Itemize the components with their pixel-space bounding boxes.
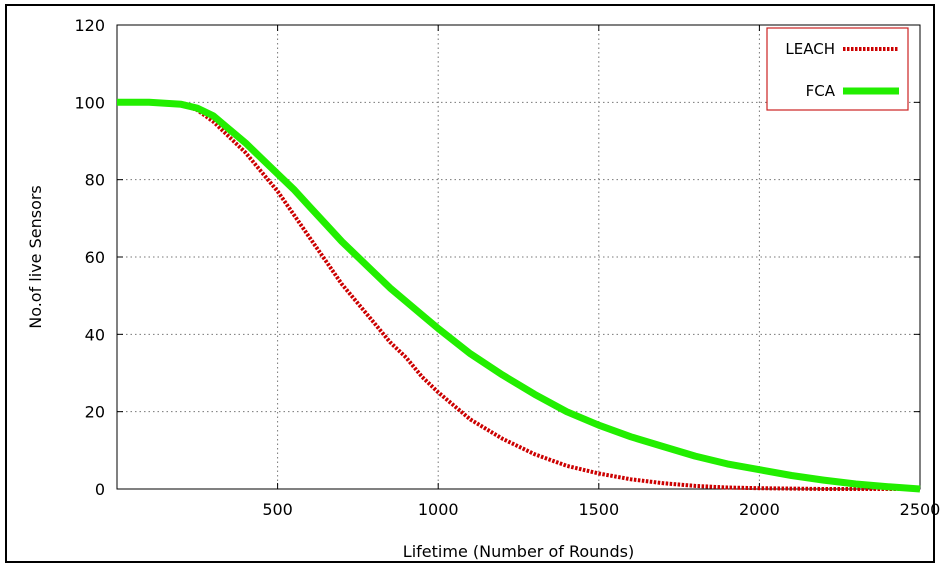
x-tick-label: 1500 — [578, 500, 619, 519]
y-tick-label: 80 — [85, 171, 105, 190]
x-tick-label: 2500 — [900, 500, 941, 519]
x-tick-label: 500 — [262, 500, 293, 519]
y-tick-label: 40 — [85, 325, 105, 344]
legend-label-fca: FCA — [806, 82, 836, 100]
y-tick-label: 120 — [74, 16, 105, 35]
chart-frame — [5, 4, 935, 563]
y-tick-label: 20 — [85, 403, 105, 422]
x-tick-label: 2000 — [739, 500, 780, 519]
axis-ticks: 500 1000 1500 2000 2500 0 20 40 60 80 100 120 — [74, 16, 940, 519]
legend: LEACH FCA — [766, 27, 909, 111]
data-series — [117, 98, 921, 493]
y-axis-label: No.of live Sensors — [26, 185, 45, 329]
series-line-leach — [117, 100, 920, 491]
x-axis-label: Lifetime (Number of Rounds) — [403, 542, 634, 561]
x-tick-label: 1000 — [418, 500, 459, 519]
series-line-fca — [117, 98, 921, 493]
legend-label-leach: LEACH — [785, 40, 835, 58]
y-tick-label: 60 — [85, 248, 105, 267]
y-tick-label: 100 — [74, 93, 105, 112]
legend-box — [766, 27, 909, 111]
y-tick-label: 0 — [95, 480, 105, 499]
grid-lines — [117, 25, 920, 489]
